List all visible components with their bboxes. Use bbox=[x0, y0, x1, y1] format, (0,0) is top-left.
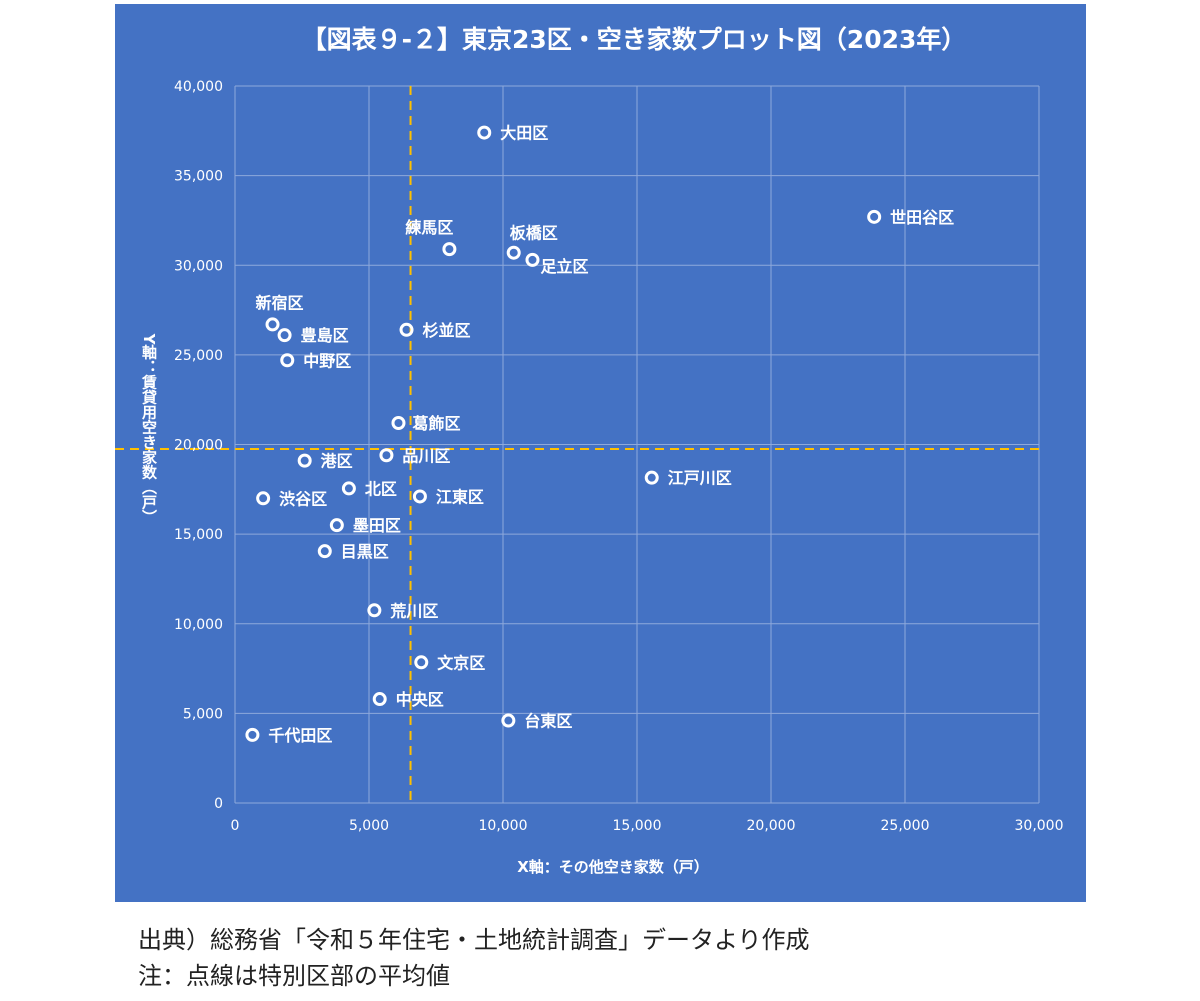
data-point-marker bbox=[525, 252, 540, 267]
data-point-marker bbox=[399, 322, 414, 337]
data-point-label: 墨田区 bbox=[353, 516, 401, 535]
data-point-marker bbox=[379, 448, 394, 463]
data-point-marker bbox=[414, 655, 429, 670]
x-axis-title: X軸：その他空き家数（戸） bbox=[517, 858, 709, 876]
data-point-marker bbox=[412, 489, 427, 504]
x-tick-label: 5,000 bbox=[349, 818, 389, 834]
y-tick-label: 25,000 bbox=[174, 348, 223, 364]
y-axis-title: Y軸：賃貸用空き家数（戸） bbox=[140, 333, 158, 525]
grid-lines bbox=[234, 85, 1040, 804]
data-point-marker bbox=[867, 209, 882, 224]
data-point-marker bbox=[442, 242, 457, 257]
data-point-marker bbox=[367, 603, 382, 618]
data-point-marker bbox=[256, 491, 271, 506]
data-point-marker bbox=[297, 453, 312, 468]
y-tick-label: 15,000 bbox=[174, 527, 223, 543]
data-point-marker bbox=[341, 481, 356, 496]
data-point-label: 江東区 bbox=[436, 487, 484, 506]
data-point-label: 板橋区 bbox=[510, 224, 558, 243]
data-point-label: 豊島区 bbox=[301, 326, 349, 345]
data-point-label: 葛飾区 bbox=[412, 414, 460, 433]
data-point-label: 千代田区 bbox=[268, 726, 332, 745]
data-point-marker bbox=[506, 245, 521, 260]
data-point-marker bbox=[372, 692, 387, 707]
data-point-label: 世田谷区 bbox=[890, 208, 954, 227]
y-tick-label: 0 bbox=[214, 796, 223, 812]
x-tick-label: 20,000 bbox=[747, 818, 796, 834]
data-point-marker bbox=[391, 415, 406, 430]
y-tick-label: 35,000 bbox=[174, 169, 223, 185]
data-point-marker bbox=[265, 317, 280, 332]
data-point-label: 練馬区 bbox=[405, 218, 453, 237]
data-point-marker bbox=[477, 125, 492, 140]
data-point-label: 品川区 bbox=[402, 446, 450, 465]
data-point-label: 中野区 bbox=[303, 351, 351, 370]
scatter-chart: 【図表９-２】東京23区・空き家数プロット図（2023年） 0 5,000 10,0… bbox=[115, 25, 1064, 876]
x-tick-label: 0 bbox=[231, 818, 240, 834]
data-point-label: 台東区 bbox=[524, 712, 572, 731]
average-reference-lines bbox=[115, 86, 1042, 803]
data-point-label: 目黒区 bbox=[341, 542, 389, 561]
data-point-marker bbox=[277, 328, 292, 343]
data-point-marker bbox=[280, 353, 295, 368]
y-tick-label: 40,000 bbox=[174, 79, 223, 95]
source-note: 出典）総務省「令和５年住宅・土地統計調査」データより作成 bbox=[138, 926, 810, 954]
y-tick-label: 20,000 bbox=[174, 438, 223, 454]
data-point-label: 足立区 bbox=[540, 257, 588, 276]
y-tick-label: 10,000 bbox=[174, 617, 223, 633]
x-axis-ticks: 0 5,000 10,000 15,000 20,000 25,000 30,000 bbox=[231, 818, 1064, 834]
chart-panel: 【図表９-２】東京23区・空き家数プロット図（2023年） 0 5,000 10,0… bbox=[115, 4, 1086, 902]
x-tick-label: 25,000 bbox=[881, 818, 930, 834]
dashed-line-note: 注：点線は特別区部の平均値 bbox=[138, 962, 450, 990]
data-point-marker bbox=[245, 727, 260, 742]
chart-title: 【図表９-２】東京23区・空き家数プロット図（2023年） bbox=[302, 25, 967, 54]
x-tick-label: 30,000 bbox=[1015, 818, 1064, 834]
data-point-label: 江戸川区 bbox=[668, 469, 732, 488]
data-point-label: 中央区 bbox=[396, 690, 444, 709]
data-point-label: 文京区 bbox=[437, 653, 485, 672]
data-point-label: 新宿区 bbox=[256, 293, 304, 312]
y-tick-label: 30,000 bbox=[174, 258, 223, 274]
data-point-marker bbox=[501, 713, 516, 728]
data-point-label: 港区 bbox=[321, 452, 353, 471]
footnotes: 出典）総務省「令和５年住宅・土地統計調査」データより作成 注：点線は特別区部の平… bbox=[138, 922, 810, 994]
data-point-label: 渋谷区 bbox=[279, 489, 327, 508]
data-point-marker bbox=[644, 470, 659, 485]
x-tick-label: 15,000 bbox=[613, 818, 662, 834]
y-axis-ticks: 0 5,000 10,000 15,000 20,000 25,000 30,000 35,0… bbox=[174, 79, 223, 812]
data-point-label: 大田区 bbox=[500, 124, 548, 143]
y-tick-label: 5,000 bbox=[183, 706, 223, 722]
data-point-marker bbox=[317, 544, 332, 559]
data-point-label: 杉並区 bbox=[423, 321, 471, 340]
data-point-label: 荒川区 bbox=[389, 601, 438, 620]
data-point-marker bbox=[329, 518, 344, 533]
data-point-label: 北区 bbox=[365, 479, 397, 498]
x-tick-label: 10,000 bbox=[479, 818, 528, 834]
